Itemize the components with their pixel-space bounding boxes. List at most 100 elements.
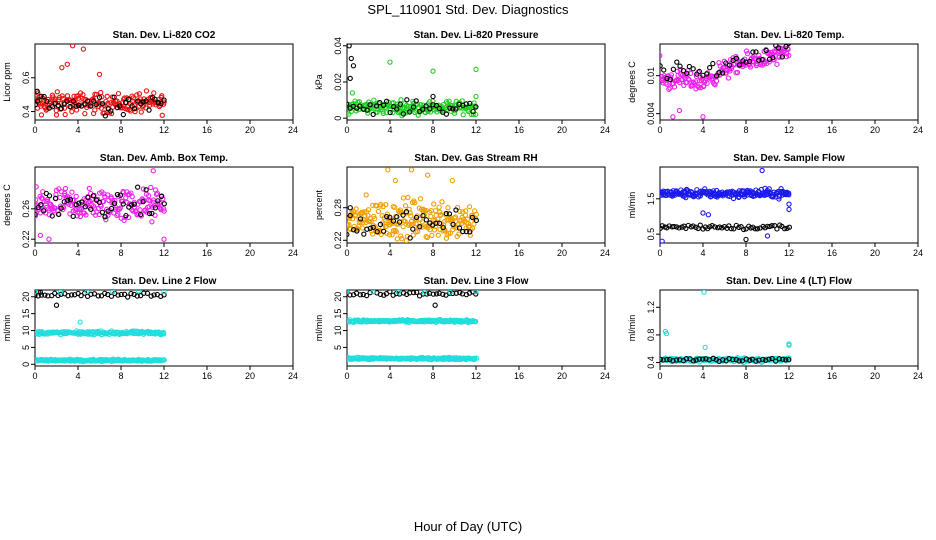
x-tick-label: 20 [557,125,567,135]
data-point [456,231,462,237]
data-point [421,290,427,295]
data-point [129,194,135,200]
data-point [125,294,131,300]
data-point [148,293,154,299]
data-point [766,356,772,362]
y-tick-label: 20 [21,292,31,302]
data-point-outlier [350,63,357,69]
data-point [445,205,451,211]
panel-title: Stan. Dev. Line 4 (LT) Flow [726,276,852,287]
data-point [161,201,167,207]
series-line2-cyan-low [35,356,167,365]
x-tick-label: 8 [430,371,435,381]
data-point [710,355,716,362]
x-tick-label: 20 [557,371,567,381]
data-point [367,225,374,231]
data-point [143,98,149,104]
x-tick-label: 16 [827,125,837,135]
series-co2-red [35,44,167,118]
data-point [347,231,350,238]
data-point [153,191,160,198]
data-point [744,50,751,57]
data-point [399,235,405,242]
panel-title: Stan. Dev. Sample Flow [733,153,845,164]
data-point [357,103,363,109]
data-point [58,105,64,112]
points-layer [660,167,793,243]
data-point [410,290,417,296]
data-point [457,290,463,296]
data-point [115,211,121,217]
series-line2-cyan-top [35,290,167,295]
data-point [697,222,703,228]
data-point [423,217,429,223]
data-point [158,100,164,107]
x-tick-label: 20 [245,248,255,258]
data-point [40,208,47,214]
x-tick-label: 20 [870,371,880,381]
data-point [86,185,92,192]
x-tick-label: 12 [471,371,481,381]
data-point [93,101,99,108]
x-tick-label: 4 [700,125,705,135]
data-point-outlier [347,75,353,82]
points-layer [35,168,167,242]
data-point [83,212,89,218]
data-point [783,44,789,50]
data-point [146,210,153,217]
data-point [67,211,73,217]
data-point [438,212,444,218]
data-point [64,197,71,203]
data-point [67,103,73,110]
x-tick-label: 24 [600,248,610,258]
x-tick-label: 20 [245,125,255,135]
plot-frame [659,166,919,244]
data-point-outlier [432,302,438,308]
data-point [713,73,720,79]
data-point [68,292,75,298]
data-point [670,66,677,72]
data-point [35,290,38,295]
data-point [377,221,384,228]
data-point [82,110,88,117]
points-layer [35,290,167,365]
data-point [740,58,746,64]
data-point [93,91,100,98]
x-tick-label: 4 [387,125,392,135]
y-tick-label: 5 [21,345,31,350]
data-point [756,57,762,63]
data-point [419,224,425,230]
data-point [98,293,105,299]
data-point [460,228,466,235]
data-point [88,103,94,109]
data-point [123,212,129,219]
data-point [443,235,450,241]
x-tick-label: 12 [784,248,794,258]
x-tick-label: 8 [430,248,435,258]
panel-title: Stan. Dev. Li-820 Pressure [414,30,539,41]
plot-frame [346,289,606,367]
data-point [117,192,124,198]
x-tick-label: 8 [743,125,748,135]
data-point [73,193,79,200]
data-point [690,358,697,364]
data-point [367,102,373,108]
data-point [470,108,476,115]
y-axis-label: ml/min [627,192,637,219]
data-point [440,291,446,297]
data-point [743,226,749,232]
data-point [747,64,754,70]
y-axis-label: degrees C [2,184,12,226]
data-point [667,76,673,83]
x-axis-label: Hour of Day (UTC) [414,519,522,534]
data-point [52,195,59,201]
data-point [363,292,370,299]
series-boxtemp-black [35,184,167,220]
data-point [90,98,97,104]
data-point [144,290,151,296]
data-point [660,53,663,59]
data-point [746,58,753,65]
panel-title: Stan. Dev. Li-820 Temp. [734,30,845,41]
data-point [101,110,107,116]
